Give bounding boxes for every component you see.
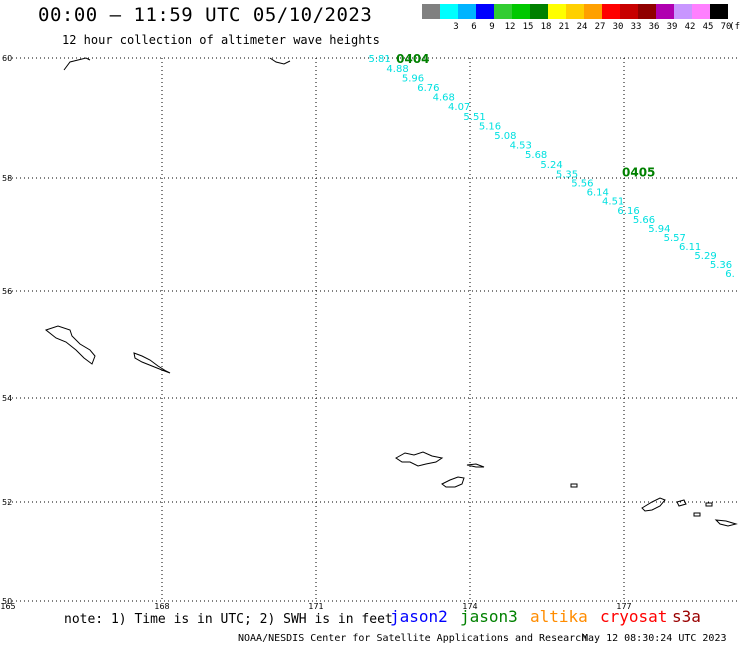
legend-label: 3 [453, 22, 459, 32]
legend-label: 45 [702, 22, 714, 32]
island-kiska [395, 451, 444, 467]
track-time-label: 0404 [396, 52, 429, 66]
swh-value: 5.08 [494, 131, 516, 142]
island-attu [44, 325, 96, 365]
swh-value: 6.16 [617, 206, 639, 217]
legend-swatch [422, 4, 440, 19]
legend-swatch [602, 4, 620, 19]
legend-label: 39 [666, 22, 678, 32]
legend-label: 33 [630, 22, 642, 32]
mission-label-altika: altika [530, 607, 588, 626]
footer-note: note: 1) Time is in UTC; 2) SWH is in fe… [64, 612, 393, 627]
latitude-label: 56 [2, 287, 12, 296]
mission-label-jason2: jason2 [390, 607, 448, 626]
swh-value: 5.29 [694, 251, 716, 262]
swh-value: 5.81 [368, 54, 390, 65]
legend-swatch [494, 4, 512, 19]
swh-value: 5.57 [664, 233, 686, 244]
longitude-label: 174 [462, 602, 477, 611]
swh-value: 5.24 [540, 160, 562, 171]
swh-value: 5.56 [571, 179, 593, 190]
longitude-label: 165 [0, 602, 15, 611]
latitude-label: 54 [2, 394, 12, 403]
credit-line: NOAA/NESDIS Center for Satellite Applica… [238, 633, 588, 644]
swh-value: 6.14 [587, 188, 609, 199]
swh-value: 5.35 [556, 169, 578, 180]
swh-value: 6. [725, 269, 735, 280]
swh-value: 4.88 [386, 64, 408, 75]
swh-value: 5.94 [648, 224, 670, 235]
legend-label: 12 [504, 22, 516, 32]
legend-label: 36 [648, 22, 660, 32]
track-time-label: 0405 [622, 165, 655, 179]
island-atka [714, 519, 738, 527]
legend-label: 18 [540, 22, 552, 32]
latitude-label: 60 [2, 54, 12, 63]
swh-value: 5.96 [402, 73, 424, 84]
legend-swatch [476, 4, 494, 19]
latitude-label: 58 [2, 174, 12, 183]
legend-label: 15 [522, 22, 534, 32]
legend-label: 27 [594, 22, 606, 32]
legend-swatch [656, 4, 674, 19]
satellite-track: 5.814.885.966.764.684.075.515.165.084.53… [368, 52, 734, 280]
longitude-label: 168 [154, 602, 169, 611]
swh-value: 4.51 [602, 197, 624, 208]
legend-swatch [566, 4, 584, 19]
coastlines [44, 57, 738, 527]
legend-unit: (ft) [729, 22, 740, 32]
islet-1 [466, 463, 485, 468]
mission-label-cryosat: cryosat [600, 607, 668, 626]
longitude-label: 177 [616, 602, 631, 611]
island-amchitka [441, 476, 465, 488]
islet-4 [693, 512, 701, 517]
mission-label-jason3: jason3 [460, 607, 518, 626]
legend-swatch [584, 4, 602, 19]
legend-swatch [620, 4, 638, 19]
mission-label-s3a: s3a [672, 607, 701, 626]
legend-label: 9 [489, 22, 495, 32]
legend-swatch [692, 4, 710, 19]
generated-timestamp: May 12 08:30:24 UTC 2023 [582, 633, 727, 644]
coast-kamchatka-edge [63, 57, 91, 71]
legend-swatch [548, 4, 566, 19]
islet-3 [676, 499, 687, 507]
legend-label: 6 [471, 22, 477, 32]
swh-value: 6.11 [679, 242, 701, 253]
swh-value: 5.68 [525, 150, 547, 161]
swh-value: 4.53 [510, 141, 532, 152]
island-adak [641, 497, 666, 512]
island-bering [133, 352, 171, 374]
coast-top-mid [269, 57, 291, 65]
legend-label: 24 [576, 22, 588, 32]
legend-swatch [512, 4, 530, 19]
swh-value: 5.66 [633, 215, 655, 226]
legend-swatch [440, 4, 458, 19]
legend-swatch [674, 4, 692, 19]
islet-2 [570, 483, 578, 488]
legend-label: 70 [720, 22, 732, 32]
latitude-label: 50 [2, 597, 12, 606]
legend-swatch [530, 4, 548, 19]
longitude-label: 171 [308, 602, 323, 611]
legend-swatch [638, 4, 656, 19]
legend-label: 42 [684, 22, 696, 32]
swh-value: 4.07 [448, 102, 470, 113]
map-subtitle: 12 hour collection of altimeter wave hei… [62, 33, 380, 47]
legend-swatch [458, 4, 476, 19]
swh-value: 4.68 [433, 93, 455, 104]
graticule [8, 57, 738, 602]
legend-label: 21 [558, 22, 570, 32]
latitude-label: 52 [2, 498, 12, 507]
swh-value: 5.51 [463, 112, 485, 123]
swh-value: 5.16 [479, 121, 501, 132]
swh-value: 6.76 [417, 83, 439, 94]
swh-value: 5.36 [710, 260, 732, 271]
legend-label: 30 [612, 22, 624, 32]
legend-swatch [710, 4, 728, 19]
map-title: 00:00 – 11:59 UTC 05/10/2023 [38, 4, 373, 26]
islet-5 [705, 502, 713, 507]
